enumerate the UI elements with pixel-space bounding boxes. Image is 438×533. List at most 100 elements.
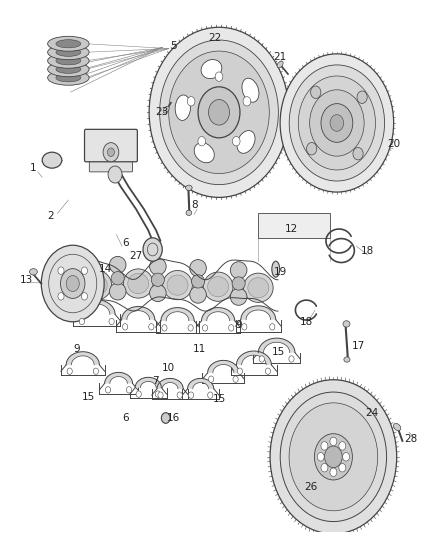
Circle shape	[307, 142, 317, 155]
Text: 26: 26	[304, 482, 317, 492]
Ellipse shape	[56, 74, 81, 82]
Circle shape	[81, 267, 88, 274]
Ellipse shape	[201, 60, 222, 78]
Circle shape	[330, 437, 337, 446]
Text: 11: 11	[193, 344, 206, 354]
Circle shape	[289, 65, 385, 181]
Circle shape	[106, 386, 111, 393]
Ellipse shape	[230, 262, 247, 279]
Ellipse shape	[277, 61, 283, 68]
Ellipse shape	[48, 53, 89, 68]
Ellipse shape	[111, 271, 124, 285]
Circle shape	[280, 392, 387, 522]
Ellipse shape	[244, 273, 273, 302]
Polygon shape	[237, 351, 272, 365]
Text: 1: 1	[30, 163, 37, 173]
Polygon shape	[157, 378, 183, 389]
Ellipse shape	[163, 106, 169, 113]
Text: 19: 19	[273, 267, 287, 277]
Ellipse shape	[48, 36, 89, 51]
Ellipse shape	[186, 210, 192, 215]
Ellipse shape	[272, 261, 280, 277]
Ellipse shape	[191, 274, 205, 288]
Circle shape	[107, 148, 114, 157]
Ellipse shape	[393, 423, 401, 431]
Ellipse shape	[343, 321, 350, 327]
Ellipse shape	[175, 95, 191, 120]
Circle shape	[66, 276, 79, 292]
Circle shape	[270, 379, 397, 533]
Text: 24: 24	[365, 408, 378, 418]
Circle shape	[325, 446, 342, 467]
Circle shape	[289, 356, 294, 362]
Text: 5: 5	[170, 41, 177, 51]
Ellipse shape	[230, 288, 247, 305]
Circle shape	[198, 87, 240, 138]
Ellipse shape	[167, 275, 188, 295]
Ellipse shape	[56, 65, 81, 74]
Ellipse shape	[110, 283, 126, 300]
Polygon shape	[66, 352, 99, 365]
Circle shape	[161, 413, 170, 423]
Polygon shape	[241, 306, 276, 320]
Circle shape	[162, 325, 167, 331]
Ellipse shape	[29, 269, 37, 275]
Circle shape	[159, 40, 279, 184]
Circle shape	[79, 318, 85, 325]
Circle shape	[357, 91, 367, 103]
Circle shape	[242, 324, 247, 330]
Text: 15: 15	[271, 346, 285, 357]
Text: 12: 12	[284, 224, 298, 235]
Circle shape	[237, 368, 243, 374]
Circle shape	[339, 464, 346, 472]
Circle shape	[330, 468, 337, 477]
Circle shape	[93, 368, 99, 374]
Text: 9: 9	[74, 344, 81, 354]
Polygon shape	[135, 377, 161, 387]
Polygon shape	[78, 300, 115, 314]
Text: 20: 20	[387, 139, 400, 149]
Text: 15: 15	[81, 392, 95, 402]
Circle shape	[198, 136, 205, 146]
FancyBboxPatch shape	[85, 130, 138, 162]
Circle shape	[143, 238, 162, 261]
Circle shape	[321, 103, 353, 142]
Text: 16: 16	[166, 413, 180, 423]
Circle shape	[41, 245, 104, 322]
Ellipse shape	[110, 256, 126, 273]
Ellipse shape	[48, 62, 89, 77]
Text: 14: 14	[99, 264, 112, 274]
Ellipse shape	[248, 278, 269, 298]
Circle shape	[353, 148, 363, 160]
Circle shape	[208, 100, 230, 125]
Text: 27: 27	[129, 251, 143, 261]
Ellipse shape	[48, 70, 89, 85]
Text: 13: 13	[20, 275, 34, 285]
Circle shape	[108, 166, 122, 183]
Circle shape	[339, 442, 346, 450]
Circle shape	[81, 293, 88, 300]
Ellipse shape	[56, 39, 81, 48]
Ellipse shape	[242, 78, 259, 102]
Text: 6: 6	[122, 413, 128, 423]
Ellipse shape	[86, 275, 107, 295]
Circle shape	[229, 325, 234, 331]
Circle shape	[187, 96, 195, 106]
Ellipse shape	[162, 270, 192, 300]
Text: 18: 18	[300, 317, 313, 327]
Circle shape	[188, 325, 193, 331]
Circle shape	[233, 136, 240, 146]
Circle shape	[123, 324, 128, 330]
Circle shape	[58, 267, 64, 274]
Circle shape	[233, 376, 238, 382]
Circle shape	[169, 51, 269, 174]
Text: 9: 9	[235, 320, 242, 330]
Ellipse shape	[128, 273, 149, 294]
Circle shape	[265, 368, 271, 374]
Text: 2: 2	[48, 211, 54, 221]
Polygon shape	[187, 378, 214, 389]
Ellipse shape	[203, 272, 233, 301]
Circle shape	[330, 115, 344, 131]
Ellipse shape	[194, 143, 214, 163]
Circle shape	[321, 464, 328, 472]
